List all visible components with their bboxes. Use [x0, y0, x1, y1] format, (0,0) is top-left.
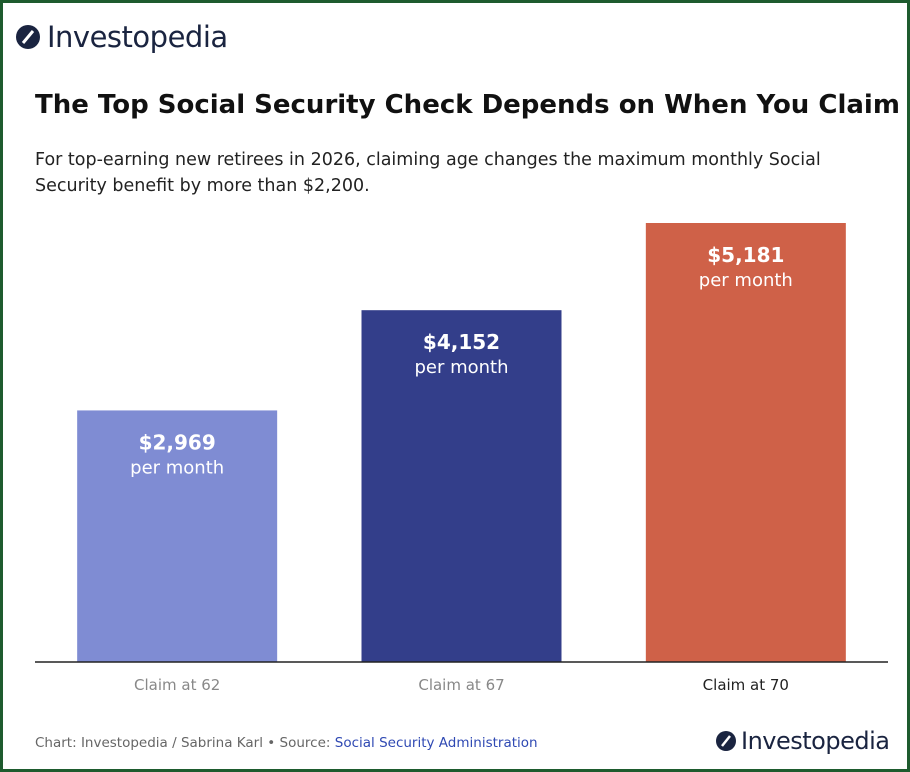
brand: Investopedia: [741, 727, 890, 755]
value-sublabel: per month: [130, 457, 224, 478]
bar: [645, 223, 846, 662]
x-tick-label: Claim at 62: [134, 676, 220, 694]
chart-subtitle: For top-earning new retirees in 2026, cl…: [35, 150, 821, 196]
logo: Investopedia: [15, 20, 228, 54]
source: Chart: Investopedia / Sabrina Karl • Sou…: [35, 735, 538, 751]
value-sublabel: per month: [699, 270, 793, 291]
value-label: $5,181: [707, 243, 784, 267]
source-text: Chart: Investopedia / Sabrina Karl • Sou…: [35, 735, 331, 751]
source-link[interactable]: Social Security Administration: [334, 735, 538, 751]
x-tick-label: Claim at 70: [703, 676, 789, 694]
bar: [361, 310, 562, 662]
value-sublabel: per month: [414, 357, 508, 378]
x-tick-label: Claim at 67: [418, 676, 504, 694]
logo-icon: [16, 25, 40, 49]
logo-icon: [716, 731, 736, 751]
bar: [77, 410, 278, 662]
value-label: $4,152: [423, 330, 500, 354]
logo-footer: Investopedia: [715, 727, 890, 755]
brand: Investopedia: [47, 20, 228, 54]
chart-title: The Top Social Security Check Depends on…: [35, 90, 900, 120]
value-label: $2,969: [139, 430, 216, 454]
